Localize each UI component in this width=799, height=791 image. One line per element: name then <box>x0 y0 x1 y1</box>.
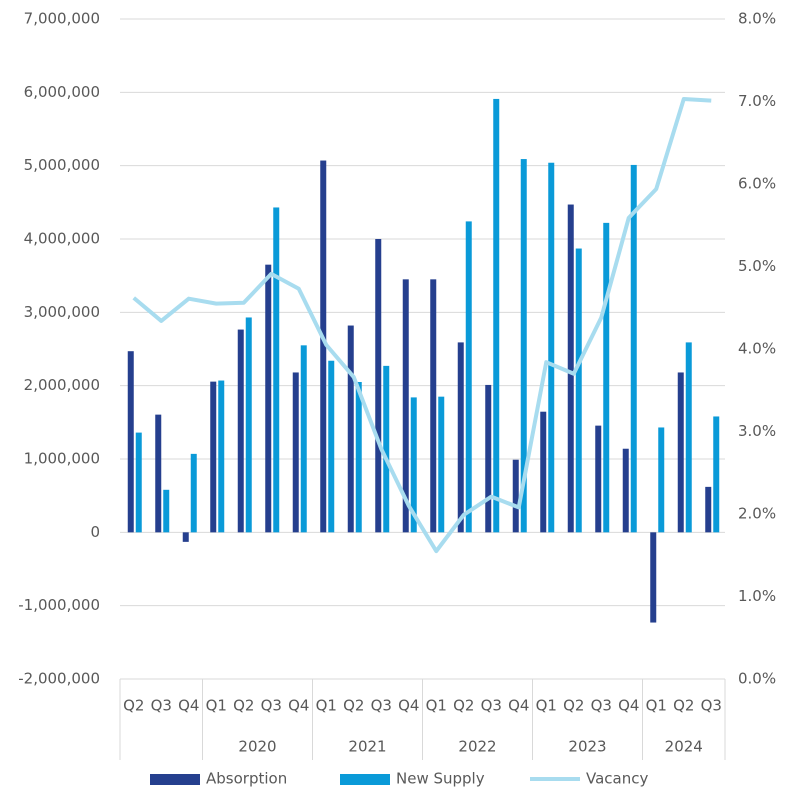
x-tick-label: Q3 <box>151 697 172 715</box>
bar <box>485 384 492 533</box>
x-tick-label: Q3 <box>481 697 502 715</box>
x-tick-label: Q1 <box>646 697 667 715</box>
x-tick-label: Q3 <box>371 697 392 715</box>
x-tick-label: Q2 <box>123 697 144 715</box>
bar <box>512 459 519 533</box>
year-label: 2023 <box>568 738 606 756</box>
bar <box>630 164 637 533</box>
bar <box>658 427 665 533</box>
x-tick-label: Q2 <box>453 697 474 715</box>
bar <box>155 414 162 533</box>
bar <box>245 317 252 533</box>
bar <box>622 448 629 533</box>
bar <box>457 342 464 533</box>
bar <box>493 98 500 533</box>
bar <box>190 453 197 533</box>
y2-tick-label: 8.0% <box>738 10 776 28</box>
y2-tick-label: 5.0% <box>738 257 776 275</box>
y-tick-label: -1,000,000 <box>18 596 100 614</box>
bar <box>375 239 382 533</box>
bar <box>273 207 280 533</box>
y2-tick-label: 3.0% <box>738 422 776 440</box>
y2-tick-label: 2.0% <box>738 505 776 523</box>
y-tick-label: 3,000,000 <box>24 303 100 321</box>
bar <box>402 279 409 533</box>
bar <box>320 160 327 533</box>
bar <box>677 372 684 533</box>
bar <box>383 365 390 533</box>
bar <box>520 159 527 533</box>
y-tick-label: 0 <box>90 523 100 541</box>
bar <box>685 342 692 533</box>
vacancy-line <box>132 97 712 554</box>
bar <box>218 380 225 533</box>
x-tick-label: Q1 <box>536 697 557 715</box>
x-tick-label: Q2 <box>233 697 254 715</box>
y-tick-label: 6,000,000 <box>24 83 100 101</box>
bar <box>355 382 362 533</box>
x-tick-label: Q4 <box>508 697 529 715</box>
x-tick-label: Q1 <box>426 697 447 715</box>
bar <box>540 411 547 533</box>
y2-tick-label: 0.0% <box>738 670 776 688</box>
bar <box>567 204 574 533</box>
x-tick-label: Q4 <box>398 697 419 715</box>
x-tick-label: Q2 <box>343 697 364 715</box>
bar <box>713 416 720 533</box>
bar <box>300 345 307 533</box>
year-label: 2022 <box>458 738 496 756</box>
y2-tick-label: 4.0% <box>738 340 776 358</box>
bar <box>182 532 189 542</box>
bar <box>438 396 445 533</box>
y2-tick-label: 1.0% <box>738 587 776 605</box>
bar <box>465 221 472 533</box>
bar <box>548 162 555 533</box>
bar <box>705 486 712 533</box>
y-tick-label: 2,000,000 <box>24 376 100 394</box>
bar <box>237 329 244 533</box>
x-tick-label: Q4 <box>288 697 309 715</box>
x-tick-label: Q1 <box>206 697 227 715</box>
legend-label: Absorption <box>206 770 287 788</box>
y-tick-label: 1,000,000 <box>24 450 100 468</box>
year-label: 2020 <box>238 738 276 756</box>
bar <box>135 432 142 533</box>
bar <box>328 360 335 533</box>
y-tick-label: -2,000,000 <box>18 670 100 688</box>
bar <box>575 248 582 533</box>
bar <box>410 397 417 533</box>
x-tick-label: Q4 <box>178 697 199 715</box>
bar <box>292 372 299 533</box>
legend-swatch <box>340 774 390 785</box>
x-tick-label: Q3 <box>701 697 722 715</box>
bar <box>163 489 170 533</box>
x-tick-label: Q2 <box>563 697 584 715</box>
legend-swatch <box>150 774 200 785</box>
y-tick-label: 7,000,000 <box>24 10 100 28</box>
bar <box>595 425 602 533</box>
y-tick-label: 4,000,000 <box>24 230 100 248</box>
bar <box>603 222 610 533</box>
y-tick-label: 5,000,000 <box>24 156 100 174</box>
y2-tick-label: 7.0% <box>738 92 776 110</box>
bar <box>127 351 134 533</box>
year-label: 2021 <box>348 738 386 756</box>
y2-tick-label: 6.0% <box>738 175 776 193</box>
year-label: 2024 <box>665 738 703 756</box>
bar <box>430 279 437 533</box>
bar <box>210 381 217 533</box>
bar <box>650 532 657 623</box>
x-tick-label: Q4 <box>618 697 639 715</box>
bar <box>265 264 272 533</box>
legend-label: New Supply <box>396 770 485 788</box>
x-tick-label: Q1 <box>316 697 337 715</box>
legend-label: Vacancy <box>586 770 648 788</box>
x-tick-label: Q3 <box>591 697 612 715</box>
x-tick-label: Q2 <box>673 697 694 715</box>
x-tick-label: Q3 <box>261 697 282 715</box>
bar <box>347 325 354 533</box>
